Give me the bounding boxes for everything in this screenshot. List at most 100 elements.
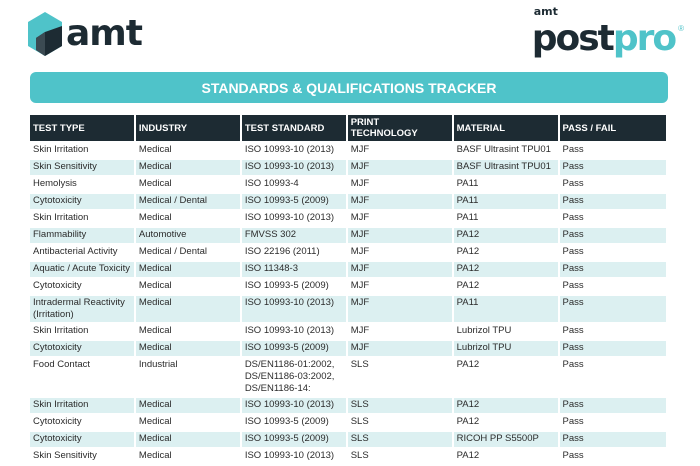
cell-test-type: Cytotoxicity xyxy=(30,432,134,447)
cell-industry: Medical xyxy=(135,432,240,447)
cell-pass-fail: Pass xyxy=(559,341,666,356)
table-row: Flammability Automotive FMVSS 302 MJF PA12 Pa… xyxy=(30,228,666,243)
amt-logo: amt xyxy=(28,12,143,56)
cell-pass-fail: Pass xyxy=(559,296,666,322)
cell-test-standard: ISO 10993-10 (2013) xyxy=(241,160,346,175)
cell-print-technology: MJF xyxy=(347,228,452,243)
cell-industry: Medical / Dental xyxy=(135,194,240,209)
cell-test-standard: ISO 10993-10 (2013) xyxy=(244,144,335,155)
cell-pass-fail: Pass xyxy=(559,398,666,413)
cell-material: BASF Ultrasint TPU01 xyxy=(453,160,558,175)
postpro-logo-post: post xyxy=(531,18,615,59)
cell-industry: Automotive xyxy=(135,228,240,243)
cell-material: PA12 xyxy=(453,262,558,277)
cell-pass-fail: Pass xyxy=(559,262,666,277)
cell-test-standard: ISO 22196 (2011) xyxy=(244,246,320,257)
cell-print-technology: MJF xyxy=(350,246,370,257)
cell-pass-fail: Pass xyxy=(559,228,666,243)
cell-print-technology: SLS xyxy=(347,398,452,413)
cell-print-technology: MJF xyxy=(347,341,452,356)
cell-test-type: Skin Irritation xyxy=(33,144,89,155)
cell-test-type: Skin Sensitivity xyxy=(33,450,97,461)
cell-industry: Medical xyxy=(138,416,172,427)
cell-print-technology: SLS xyxy=(350,359,369,370)
cell-print-technology: MJF xyxy=(350,325,370,336)
postpro-logo-pro: pro xyxy=(612,18,677,59)
table-row: Cytotoxicity Medical / Dental ISO 10993-5 … xyxy=(30,194,666,209)
table-row: Antibacterial Activity Medical / Dental IS… xyxy=(30,245,666,260)
registered-mark: ® xyxy=(678,24,684,33)
cell-test-standard: ISO 10993-5 (2009) xyxy=(241,341,346,356)
cell-print-technology: MJF xyxy=(350,144,370,155)
cell-test-type: Cytotoxicity xyxy=(33,416,82,427)
cell-industry: Medical xyxy=(135,398,240,413)
cell-material: PA12 xyxy=(456,359,480,370)
table-row: Skin Irritation Medical ISO 10993-10 (2013… xyxy=(30,324,666,339)
cell-print-technology: SLS xyxy=(350,450,369,461)
cell-material: Lubrizol TPU xyxy=(453,341,558,356)
cell-industry: Medical xyxy=(135,296,240,322)
column-header-test-standard: TEST STANDARD xyxy=(241,115,346,141)
cell-test-type: Hemolysis xyxy=(33,178,77,189)
cell-industry: Medical xyxy=(135,341,240,356)
cell-test-type: Aquatic / Acute Toxicity xyxy=(30,262,134,277)
amt-logo-text: amt xyxy=(66,13,143,54)
cell-pass-fail: Pass xyxy=(559,160,666,175)
cell-test-standard: ISO 11348-3 xyxy=(241,262,346,277)
cell-test-standard: ISO 10993-5 (2009) xyxy=(244,280,329,291)
column-header-material: MATERIAL xyxy=(453,115,558,141)
cell-material: PA12 xyxy=(456,280,480,291)
cell-industry: Medical / Dental xyxy=(138,246,208,257)
table-row: Cytotoxicity Medical ISO 10993-5 (2009) MJF… xyxy=(30,341,666,356)
table-row: Skin Irritation Medical ISO 10993-10 (2013… xyxy=(30,143,666,158)
cell-material: PA11 xyxy=(456,212,479,223)
cell-test-standard: ISO 10993-5 (2009) xyxy=(241,194,346,209)
cell-industry: Medical xyxy=(138,178,172,189)
postpro-logo: amt postpro ® xyxy=(532,6,684,60)
postpro-logo-line: postpro ® xyxy=(532,18,684,60)
cell-test-type: Antibacterial Activity xyxy=(33,246,118,257)
cell-pass-fail: Pass xyxy=(562,144,584,155)
cell-print-technology: MJF xyxy=(350,178,370,189)
cell-industry: Medical xyxy=(138,325,172,336)
cell-test-standard: ISO 10993-10 (2013) xyxy=(244,325,335,336)
cell-print-technology: SLS xyxy=(350,416,369,427)
cell-industry: Medical xyxy=(138,450,172,461)
cell-material: PA11 xyxy=(453,296,558,322)
cell-test-standard: ISO 10993-4 xyxy=(244,178,299,189)
cell-material: PA12 xyxy=(456,246,480,257)
cell-pass-fail: Pass xyxy=(559,432,666,447)
table-header-row: TEST TYPE INDUSTRY TEST STANDARD PRINT TECH… xyxy=(30,115,666,141)
table-row: Skin Irritation Medical ISO 10993-10 (2013… xyxy=(30,398,666,413)
table-row: Intradermal Reactivity (Irritation) Medic… xyxy=(30,296,666,322)
cell-pass-fail: Pass xyxy=(562,246,584,257)
table-row: Cytotoxicity Medical ISO 10993-5 (2009) SLS… xyxy=(30,432,666,447)
cell-material: BASF Ultrasint TPU01 xyxy=(456,144,551,155)
cell-print-technology: MJF xyxy=(347,296,452,322)
cell-industry: Medical xyxy=(138,280,172,291)
column-header-industry: INDUSTRY xyxy=(135,115,240,141)
table-row: Skin Sensitivity Medical ISO 10993-10 (201… xyxy=(30,160,666,175)
cell-test-type: Food Contact xyxy=(33,359,91,370)
cell-industry: Medical xyxy=(138,212,172,223)
cell-print-technology: MJF xyxy=(347,262,452,277)
cell-test-standard: ISO 10993-5 (2009) xyxy=(244,416,329,427)
cell-pass-fail: Pass xyxy=(562,178,584,189)
page-title: STANDARDS & QUALIFICATIONS TRACKER xyxy=(30,72,668,103)
cell-test-standard: ISO 10993-10 (2013) xyxy=(241,398,346,413)
cell-test-standard: FMVSS 302 xyxy=(241,228,346,243)
table-row: Food Contact Industrial DS/EN1186-01:2002,… xyxy=(30,358,666,396)
cell-test-type: Cytotoxicity xyxy=(33,280,82,291)
cell-industry: Industrial xyxy=(138,359,178,370)
cell-test-type: Skin Irritation xyxy=(33,325,89,336)
cell-industry: Medical xyxy=(138,144,172,155)
cell-pass-fail: Pass xyxy=(562,359,584,370)
cell-test-type: Flammability xyxy=(30,228,134,243)
tracker-table: TEST TYPE INDUSTRY TEST STANDARD PRINT TECH… xyxy=(28,113,668,466)
cell-material: PA11 xyxy=(453,194,558,209)
column-header-print-technology: PRINT TECHNOLOGY xyxy=(347,115,452,141)
cell-print-technology: MJF xyxy=(347,160,452,175)
cell-material: PA12 xyxy=(456,416,480,427)
table-row: Cytotoxicity Medical ISO 10993-5 (2009) SLS… xyxy=(30,415,666,430)
cell-test-type: Skin Irritation xyxy=(33,212,89,223)
